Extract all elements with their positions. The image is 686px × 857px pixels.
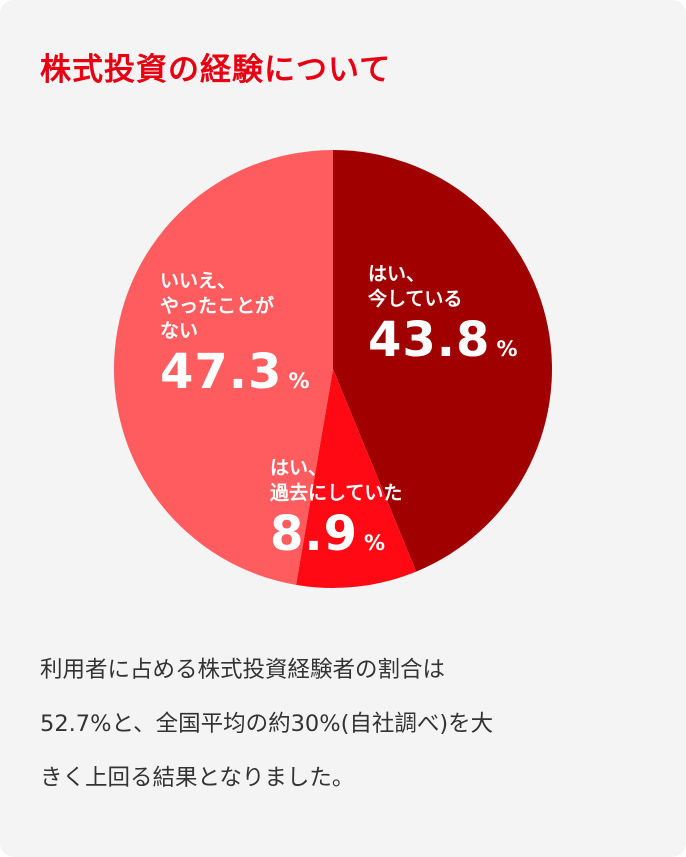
description-line: 52.7%と、全国平均の約30%(自社調べ)を大 (40, 711, 494, 737)
slice-label-now: はい、 今している 43.8% (368, 262, 517, 376)
slice-label-line: 今している (368, 288, 463, 310)
slice-percent: 47.3% (160, 347, 309, 408)
slice-value: 47.3 (160, 344, 283, 400)
slice-unit: % (496, 337, 518, 361)
slice-label-line: いいえ、 (160, 270, 237, 292)
slice-label-line: ない (160, 320, 199, 342)
slice-label-past: はい、 過去にしていた 8.9% (270, 456, 402, 570)
pie-slice-never (113, 150, 333, 585)
slice-label-line: やったことが (160, 295, 275, 317)
slice-unit: % (288, 369, 310, 393)
slice-label-line: 過去にしていた (270, 482, 403, 504)
slice-label-line: はい、 (270, 457, 328, 479)
pie-slices (113, 150, 552, 589)
pie-slice-past (296, 369, 417, 589)
slice-label-line: はい、 (368, 263, 426, 285)
slice-percent: 8.9% (270, 509, 402, 570)
description: 利用者に占める株式投資経験者の割合は 52.7%と、全国平均の約30%(自社調べ… (40, 643, 650, 805)
description-line: 利用者に占める株式投資経験者の割合は (40, 657, 446, 683)
slice-value: 43.8 (368, 312, 491, 368)
slice-value: 8.9 (270, 506, 359, 562)
slice-label-never: いいえ、 やったことが ない 47.3% (160, 269, 309, 408)
slice-unit: % (364, 531, 386, 555)
chart-title: 株式投資の経験について (40, 52, 392, 88)
pie-slice-now (333, 150, 552, 572)
slice-percent: 43.8% (368, 315, 517, 376)
description-line: きく上回る結果となりました。 (40, 765, 355, 791)
